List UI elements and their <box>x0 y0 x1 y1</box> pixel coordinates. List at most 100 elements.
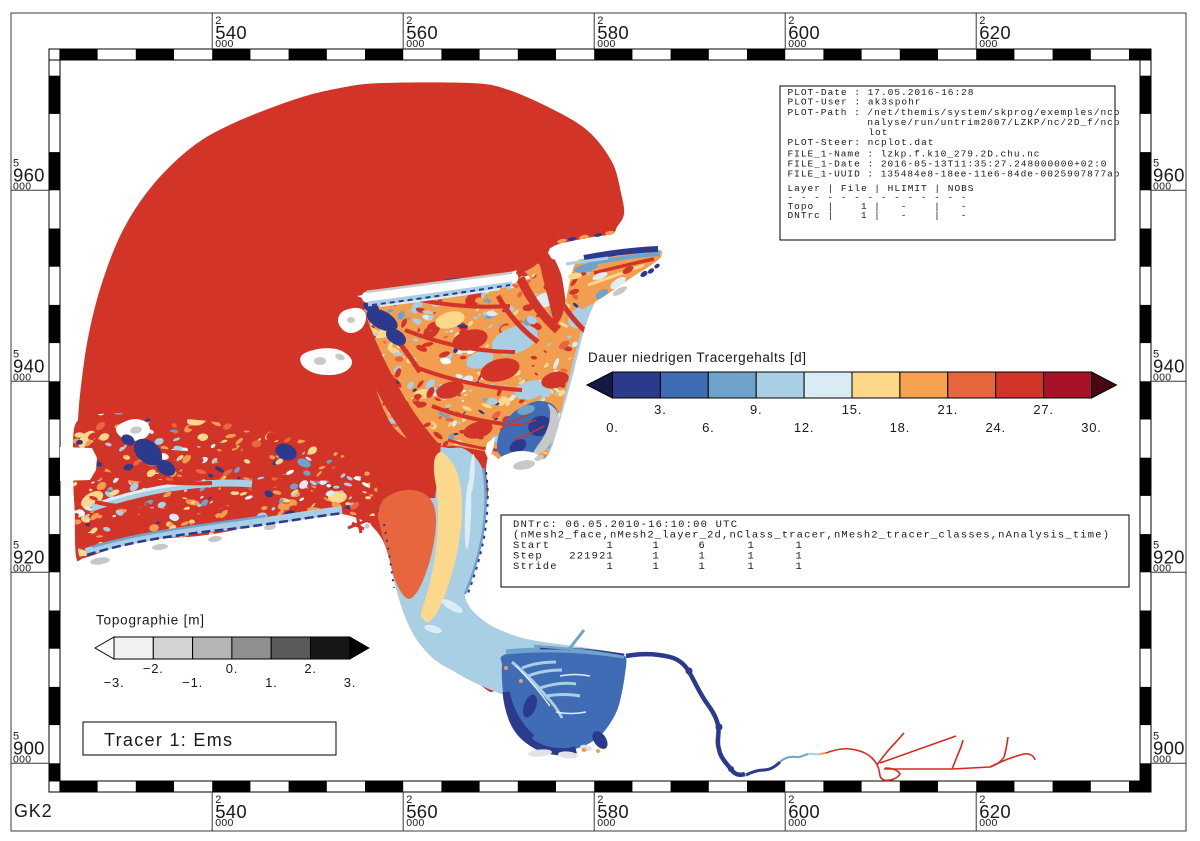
svg-text:−1.: −1. <box>182 675 203 690</box>
svg-text:1: 1 <box>748 561 755 573</box>
svg-text:5: 5 <box>13 730 20 742</box>
svg-text:000: 000 <box>979 38 997 50</box>
svg-text:000: 000 <box>13 371 31 383</box>
svg-text:9.: 9. <box>750 402 762 417</box>
svg-text:DNTrc | 1 | - | -: DNTrc | 1 | - | - <box>788 210 967 221</box>
svg-text:000: 000 <box>1153 371 1171 383</box>
svg-text:2: 2 <box>215 794 222 806</box>
svg-text:5: 5 <box>1153 157 1160 169</box>
svg-text:FILE_1-Date : 2016-05-13T11:35: FILE_1-Date : 2016-05-13T11:35:27.248000… <box>788 158 1107 169</box>
svg-text:540: 540 <box>215 22 247 43</box>
svg-text:1: 1 <box>748 551 755 563</box>
svg-text:−3.: −3. <box>104 675 125 690</box>
svg-text:30.: 30. <box>1081 420 1101 435</box>
svg-text:000: 000 <box>1153 180 1171 192</box>
svg-text:2: 2 <box>979 794 986 806</box>
svg-text:620: 620 <box>979 22 1011 43</box>
svg-text:580: 580 <box>597 801 629 822</box>
svg-text:5: 5 <box>1153 539 1160 551</box>
svg-text:5: 5 <box>13 157 20 169</box>
svg-text:1: 1 <box>748 540 755 552</box>
svg-text:3.: 3. <box>654 402 666 417</box>
svg-text:Dauer niedrigen Tracergehalts: Dauer niedrigen Tracergehalts [d] <box>588 350 806 365</box>
svg-text:540: 540 <box>215 801 247 822</box>
svg-text:PLOT-Date : 17.05.2016-16:28: PLOT-Date : 17.05.2016-16:28 <box>788 87 974 98</box>
svg-text:0.: 0. <box>226 661 238 676</box>
svg-text:580: 580 <box>597 22 629 43</box>
svg-text:960: 960 <box>13 164 45 185</box>
svg-text:FILE_1-UUID : 135484e8-18ee-11: FILE_1-UUID : 135484e8-18ee-11e6-84de-00… <box>788 169 1120 180</box>
svg-text:5: 5 <box>13 348 20 360</box>
svg-text:lot: lot <box>788 127 888 138</box>
svg-text:Layer | File | HLIMIT | NOBS: Layer | File | HLIMIT | NOBS <box>788 183 974 194</box>
svg-text:PLOT-Steer: ncplot.dat: PLOT-Steer: ncplot.dat <box>788 137 934 148</box>
svg-text:000: 000 <box>13 753 31 765</box>
svg-text:000: 000 <box>597 38 615 50</box>
svg-text:Start: Start <box>513 540 550 552</box>
svg-text:nalyse/run/untrim2007/LZKP/nc/: nalyse/run/untrim2007/LZKP/nc/2D_f/ncp <box>788 117 1120 128</box>
svg-text:221921: 221921 <box>569 551 614 563</box>
svg-text:000: 000 <box>788 38 806 50</box>
svg-text:1: 1 <box>796 540 803 552</box>
svg-text:000: 000 <box>1153 753 1171 765</box>
svg-text:2: 2 <box>788 15 795 27</box>
svg-text:21.: 21. <box>938 402 958 417</box>
svg-text:6: 6 <box>699 540 706 552</box>
svg-text:2: 2 <box>406 15 413 27</box>
svg-text:1: 1 <box>607 561 614 573</box>
svg-text:Stride: Stride <box>513 561 558 573</box>
svg-text:620: 620 <box>979 801 1011 822</box>
svg-text:000: 000 <box>406 817 424 829</box>
svg-text:5: 5 <box>1153 348 1160 360</box>
svg-text:940: 940 <box>13 355 45 376</box>
svg-text:900: 900 <box>1153 737 1185 758</box>
svg-text:000: 000 <box>788 817 806 829</box>
svg-text:GK2: GK2 <box>14 801 52 821</box>
svg-text:1: 1 <box>653 561 660 573</box>
svg-text:24.: 24. <box>985 420 1005 435</box>
svg-text:000: 000 <box>1153 562 1171 574</box>
svg-text:600: 600 <box>788 801 820 822</box>
svg-text:1: 1 <box>796 551 803 563</box>
svg-text:Step: Step <box>513 551 543 563</box>
svg-text:Topo | 1 | - | -: Topo | 1 | - | - <box>788 201 967 212</box>
svg-text:920: 920 <box>1153 546 1185 567</box>
svg-text:000: 000 <box>215 817 233 829</box>
svg-text:1.: 1. <box>265 675 277 690</box>
svg-text:000: 000 <box>406 38 424 50</box>
svg-text:- - - - - - - - - - - - - -: - - - - - - - - - - - - - - <box>788 192 967 203</box>
svg-text:PLOT-Path : /net/themis/system: PLOT-Path : /net/themis/system/skprog/ex… <box>788 107 1120 118</box>
svg-text:2: 2 <box>979 15 986 27</box>
svg-text:2: 2 <box>597 794 604 806</box>
svg-text:1: 1 <box>653 551 660 563</box>
svg-text:2: 2 <box>597 15 604 27</box>
svg-text:15.: 15. <box>842 402 862 417</box>
svg-text:27.: 27. <box>1033 402 1053 417</box>
svg-text:940: 940 <box>1153 355 1185 376</box>
svg-text:900: 900 <box>13 737 45 758</box>
svg-text:000: 000 <box>13 180 31 192</box>
svg-text:1: 1 <box>699 551 706 563</box>
svg-text:960: 960 <box>1153 164 1185 185</box>
svg-text:2: 2 <box>406 794 413 806</box>
svg-text:5: 5 <box>1153 730 1160 742</box>
svg-text:DNTrc: 06.05.2010-16:10:00 UTC: DNTrc: 06.05.2010-16:10:00 UTC <box>513 519 737 531</box>
svg-text:2: 2 <box>215 15 222 27</box>
svg-text:1: 1 <box>607 540 614 552</box>
svg-text:000: 000 <box>13 562 31 574</box>
svg-text:000: 000 <box>215 38 233 50</box>
svg-text:Tracer 1: Ems: Tracer 1: Ems <box>104 730 232 750</box>
svg-text:12.: 12. <box>794 420 814 435</box>
svg-text:FILE_1-Name : lzkp.f.k10_279.2: FILE_1-Name : lzkp.f.k10_279.2D.chu.nc <box>788 149 1040 160</box>
svg-text:6.: 6. <box>702 420 714 435</box>
svg-text:2.: 2. <box>304 661 316 676</box>
svg-text:2: 2 <box>788 794 795 806</box>
svg-text:5: 5 <box>13 539 20 551</box>
svg-text:600: 600 <box>788 22 820 43</box>
svg-text:−2.: −2. <box>143 661 164 676</box>
svg-text:1: 1 <box>653 540 660 552</box>
svg-text:560: 560 <box>406 22 438 43</box>
svg-text:000: 000 <box>597 817 615 829</box>
svg-text:920: 920 <box>13 546 45 567</box>
svg-text:1: 1 <box>699 561 706 573</box>
